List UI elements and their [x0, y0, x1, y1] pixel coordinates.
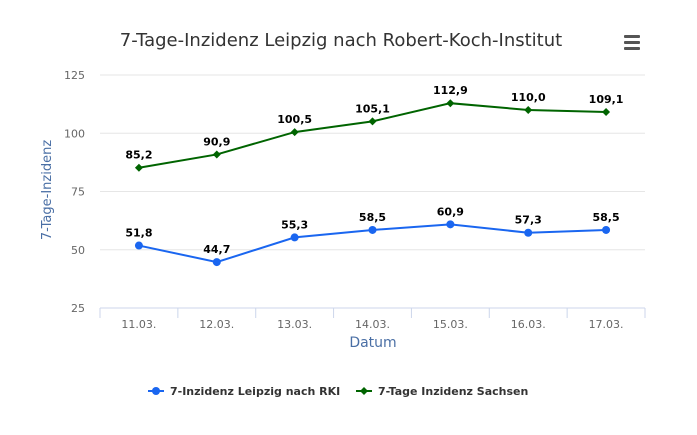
data-label: 60,9 — [437, 205, 464, 218]
x-tick-label: 12.03. — [199, 318, 234, 331]
y-tick-label: 75 — [71, 186, 85, 199]
y-tick-label: 100 — [64, 127, 85, 140]
data-label: 112,9 — [433, 84, 468, 97]
y-tick-label: 50 — [71, 244, 85, 257]
data-label: 90,9 — [203, 135, 230, 148]
data-point[interactable] — [134, 241, 143, 250]
y-tick-label: 25 — [71, 302, 85, 315]
data-point[interactable] — [368, 117, 377, 126]
data-point[interactable] — [446, 99, 455, 108]
y-tick-label: 125 — [64, 69, 85, 82]
data-point[interactable] — [134, 163, 143, 172]
y-axis-label: 7-Tage-Inzidenz — [40, 140, 55, 240]
x-tick-label: 16.03. — [511, 318, 546, 331]
data-point[interactable] — [446, 220, 455, 229]
data-point[interactable] — [602, 225, 611, 234]
data-label: 58,5 — [593, 211, 620, 224]
x-tick-label: 11.03. — [121, 318, 156, 331]
data-point[interactable] — [524, 105, 533, 114]
data-label: 100,5 — [277, 113, 312, 126]
data-label: 109,1 — [589, 93, 624, 106]
data-label: 44,7 — [203, 243, 230, 256]
x-tick-label: 17.03. — [589, 318, 624, 331]
data-label: 51,8 — [125, 227, 152, 240]
data-point[interactable] — [290, 128, 299, 137]
x-tick-label: 14.03. — [355, 318, 390, 331]
chart-title: 7-Tage-Inzidenz Leipzig nach Robert-Koch… — [120, 30, 562, 51]
x-tick-label: 13.03. — [277, 318, 312, 331]
data-point[interactable] — [524, 228, 533, 237]
data-point[interactable] — [368, 225, 377, 234]
data-label: 105,1 — [355, 102, 390, 115]
data-point[interactable] — [290, 233, 299, 242]
data-label: 110,0 — [511, 91, 546, 104]
data-point[interactable] — [212, 150, 221, 159]
data-label: 55,3 — [281, 218, 308, 231]
data-label: 58,5 — [359, 211, 386, 224]
x-tick-label: 15.03. — [433, 318, 468, 331]
data-point[interactable] — [602, 108, 611, 117]
x-axis-label: Datum — [349, 335, 396, 351]
legend-item-label[interactable]: 7-Tage Inzidenz Sachsen — [378, 385, 528, 398]
legend-item-label[interactable]: 7-Inzidenz Leipzig nach RKI — [170, 385, 340, 398]
data-label: 85,2 — [125, 149, 152, 162]
data-label: 57,3 — [515, 214, 542, 227]
legend-marker[interactable] — [152, 387, 160, 395]
data-point[interactable] — [212, 258, 221, 267]
hamburger-menu-icon[interactable] — [622, 32, 644, 52]
legend-marker[interactable] — [360, 387, 368, 395]
